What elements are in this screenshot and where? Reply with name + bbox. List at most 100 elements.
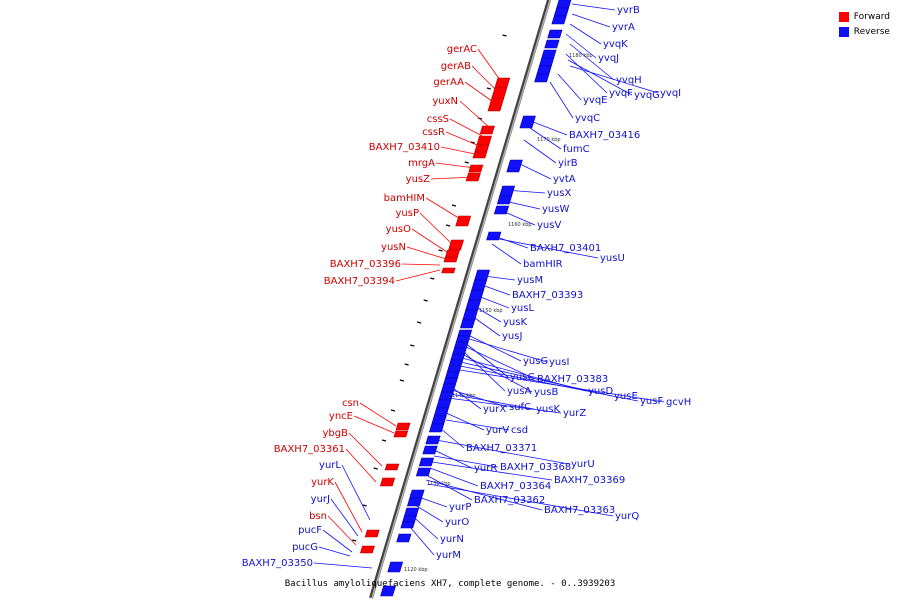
gene-label-reverse: yusD bbox=[588, 386, 613, 397]
gene-label-reverse: yurU bbox=[571, 459, 595, 470]
forward-gene bbox=[445, 249, 460, 258]
gene-label-reverse: yvqJ bbox=[598, 53, 619, 64]
label-leader-line bbox=[433, 455, 499, 468]
reverse-gene-labels: yvrB yvrA yvqK yvqJ yvqH yvqF yvqG yvqI … bbox=[436, 5, 691, 561]
label-leader-line bbox=[529, 127, 562, 150]
label-leader-line bbox=[445, 419, 510, 431]
label-leader-line bbox=[334, 481, 363, 533]
label-leader-line bbox=[341, 464, 371, 521]
label-leader-line bbox=[477, 295, 510, 309]
reverse-gene bbox=[553, 7, 570, 17]
gene-label-reverse: csd bbox=[511, 425, 528, 436]
gene-label-reverse: yusU bbox=[600, 253, 625, 264]
label-leader-line bbox=[313, 562, 373, 569]
gene-label-reverse: BAXH7_03401 bbox=[530, 243, 601, 254]
reverse-gene bbox=[544, 39, 560, 49]
gene-label-reverse: yvqI bbox=[660, 88, 681, 99]
gene-label-forward: yncE bbox=[329, 411, 353, 422]
gene-label-reverse: BAXH7_03416 bbox=[569, 130, 640, 141]
reverse-gene bbox=[452, 347, 467, 355]
reverse-gene bbox=[446, 365, 462, 373]
gene-label-reverse: yurM bbox=[436, 550, 461, 561]
label-leader-line bbox=[483, 275, 516, 281]
gene-label-reverse: yusC bbox=[510, 372, 534, 383]
gene-label-reverse: yusB bbox=[534, 387, 558, 398]
label-leader-line bbox=[431, 461, 553, 481]
gene-label-forward: pucG bbox=[292, 542, 318, 553]
reverse-gene bbox=[459, 319, 476, 329]
forward-gene bbox=[474, 144, 490, 153]
gene-label-reverse: yusX bbox=[547, 188, 571, 199]
label-leader-line bbox=[451, 389, 508, 408]
gene-label-reverse: yusM bbox=[517, 275, 543, 286]
forward-gene bbox=[441, 267, 456, 274]
label-leader-line bbox=[465, 333, 522, 362]
gene-label-reverse: yurV bbox=[486, 425, 509, 436]
tick-mark bbox=[464, 161, 469, 164]
reverse-gene bbox=[443, 377, 458, 385]
tick-mark bbox=[404, 363, 409, 366]
gene-label-reverse: sufC bbox=[509, 402, 531, 413]
gene-label-forward: mrgA bbox=[408, 158, 435, 169]
forward-gene bbox=[393, 430, 409, 438]
label-leader-line bbox=[459, 365, 639, 402]
kbp-label: 1120 kbp bbox=[404, 567, 428, 573]
gene-label-forward: ybgB bbox=[323, 428, 349, 439]
tick-mark bbox=[451, 204, 457, 207]
gene-label-reverse: BAXH7_03393 bbox=[512, 290, 583, 301]
genome-backbone bbox=[369, 0, 551, 599]
gene-label-forward: yurK bbox=[311, 477, 334, 488]
reverse-gene bbox=[402, 515, 417, 523]
gene-label-forward: BAXH7_03350 bbox=[242, 558, 313, 569]
label-leader-line bbox=[443, 411, 485, 431]
gene-label-reverse: bamHIR bbox=[523, 259, 563, 270]
gene-label-forward: yurL bbox=[319, 460, 341, 471]
gene-label-forward: BAXH7_03396 bbox=[330, 259, 401, 270]
gene-label-reverse: yusK bbox=[536, 404, 560, 415]
label-leader-line bbox=[318, 546, 351, 557]
reverse-gene bbox=[453, 341, 469, 349]
gene-label-reverse: yusV bbox=[537, 220, 561, 231]
label-leader-line bbox=[449, 393, 535, 410]
reverse-gene bbox=[450, 353, 466, 361]
gene-label-reverse: BAXH7_03369 bbox=[554, 475, 625, 486]
reverse-gene bbox=[428, 423, 445, 433]
forward-gene bbox=[487, 97, 505, 112]
label-leader-line bbox=[327, 515, 357, 546]
reverse-gene bbox=[547, 29, 563, 39]
reverse-gene bbox=[415, 467, 432, 477]
gene-label-reverse: fumC bbox=[563, 144, 590, 155]
gene-label-reverse: yvqC bbox=[575, 113, 600, 124]
gene-label-reverse: yvqK bbox=[603, 39, 628, 50]
gene-label-reverse: yirB bbox=[558, 158, 578, 169]
label-leader-line bbox=[557, 73, 582, 101]
tick-mark bbox=[399, 379, 405, 382]
legend-item-forward: Forward bbox=[838, 9, 890, 24]
forward-gene-labels: gerAC gerAB gerAA yuxN cssS cssR BAXH7_0… bbox=[242, 44, 477, 569]
reverse-swatch bbox=[838, 26, 849, 37]
gene-label-reverse: yusI bbox=[549, 357, 569, 368]
gene-label-reverse: yusW bbox=[542, 204, 569, 215]
gene-label-reverse: BAXH7_03364 bbox=[480, 481, 551, 492]
label-leader-line bbox=[322, 529, 353, 553]
label-leader-line bbox=[567, 59, 633, 96]
tick-mark bbox=[445, 224, 451, 227]
reverse-gene bbox=[506, 159, 523, 173]
reverse-gene bbox=[486, 231, 502, 241]
forward-gene bbox=[395, 422, 411, 431]
label-leader-line bbox=[419, 212, 453, 245]
label-leader-line bbox=[565, 53, 608, 94]
label-leader-line bbox=[449, 118, 487, 139]
reverse-gene bbox=[438, 391, 454, 401]
reverse-gene bbox=[471, 279, 488, 291]
label-leader-line bbox=[465, 337, 548, 363]
forward-gene bbox=[468, 164, 484, 173]
forward-gene bbox=[491, 87, 508, 99]
label-leader-line bbox=[429, 467, 479, 487]
reverse-gene bbox=[445, 371, 460, 379]
label-leader-line bbox=[549, 81, 574, 119]
reverse-gene bbox=[448, 359, 464, 367]
gene-label-forward: pucF bbox=[298, 525, 322, 536]
gene-label-reverse: yurN bbox=[440, 534, 464, 545]
